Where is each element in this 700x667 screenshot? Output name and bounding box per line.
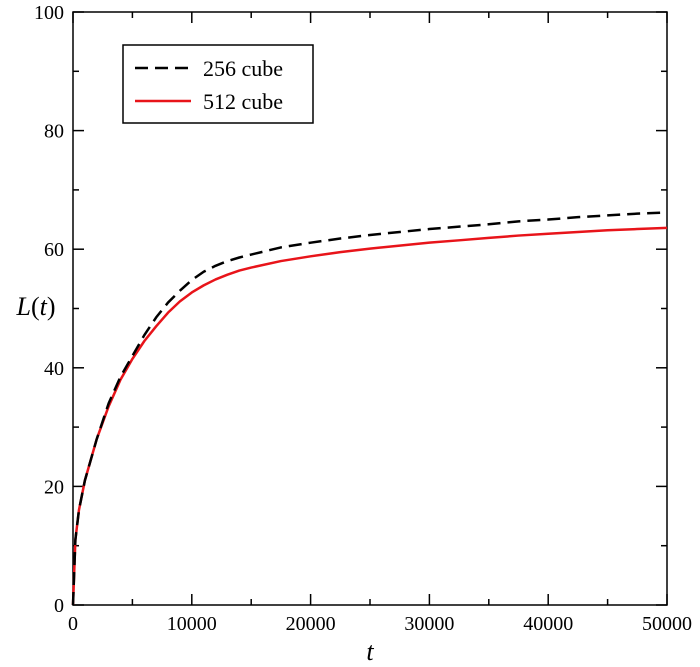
- legend: 256 cube 512 cube: [122, 44, 314, 124]
- y-tick-label: 20: [44, 476, 64, 498]
- series-line-512-cube: [71, 226, 668, 606]
- legend-label: 256 cube: [203, 56, 283, 81]
- x-tick-label: 30000: [404, 613, 454, 635]
- legend-label: 512 cube: [203, 89, 283, 114]
- y-tick-label: 40: [44, 358, 64, 380]
- series-layer: [71, 211, 668, 606]
- y-tick-label: 100: [34, 2, 64, 24]
- y-tick-label: 0: [54, 595, 64, 617]
- legend-box: [122, 44, 314, 124]
- x-tick-label: 50000: [642, 613, 692, 635]
- x-axis-label: t: [366, 637, 374, 666]
- plot-area: 0 10000 20000 30000 40000 50000 0 20 40 60 80 100: [34, 2, 692, 635]
- x-tick-label: 40000: [523, 613, 573, 635]
- y-axis-label: L(t): [15, 292, 55, 321]
- x-tick-label: 0: [68, 613, 78, 635]
- series-line-256-cube: [71, 211, 668, 606]
- x-tick-label: 10000: [167, 613, 217, 635]
- y-tick-label: 80: [44, 121, 64, 143]
- x-tick-label: 20000: [286, 613, 336, 635]
- y-tick-label: 60: [44, 239, 64, 261]
